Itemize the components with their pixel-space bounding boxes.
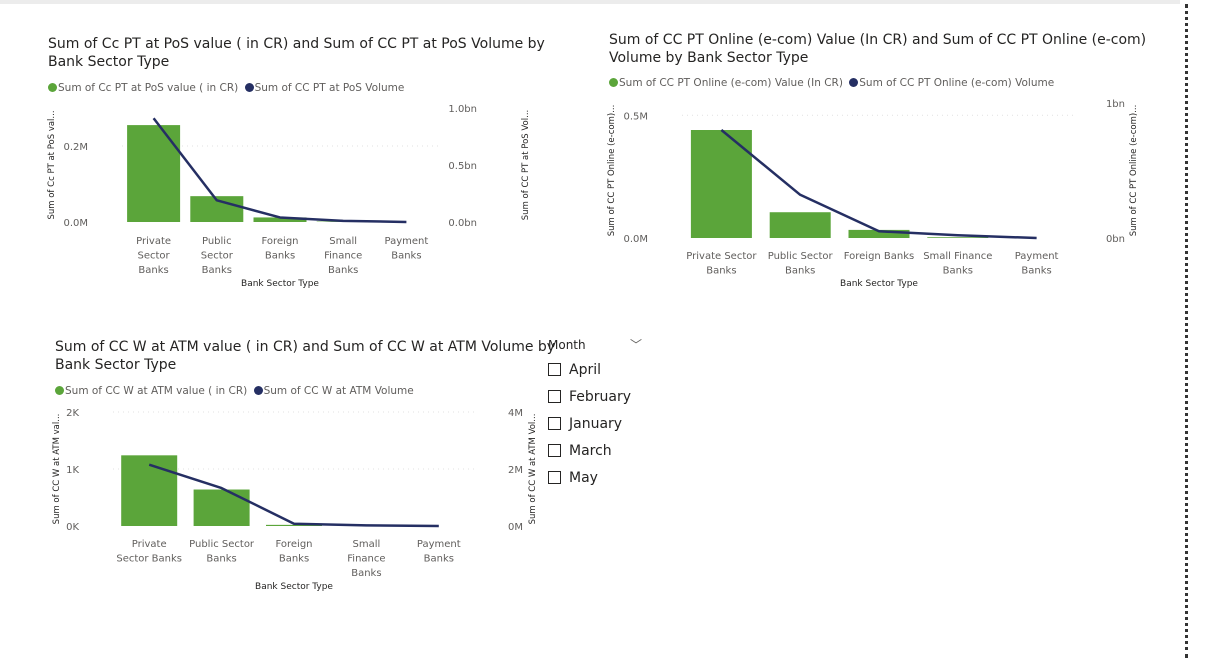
slicer-list: April February January March May [548,356,648,491]
x-axis-title: Bank Sector Type [241,279,319,289]
y1-tick-label: 0.5M [623,111,648,122]
bar [193,489,250,526]
slicer-option-label: May [569,469,598,486]
page-divider [1185,4,1188,658]
x-tick-label: Private Sector Banks [136,236,171,276]
legend-dot-icon [253,386,263,395]
x-tick-label: Public Sector Banks [189,539,255,565]
x-tick-label: Foreign Banks [844,251,915,262]
legend-dot-icon [48,83,57,92]
x-tick-label: Private Sector Banks [686,251,757,277]
checkbox[interactable] [548,390,561,403]
legend-item[interactable]: Sum of CC W at ATM value ( in CR) [55,385,247,397]
bar [127,125,181,222]
legend-item[interactable]: Sum of CC PT Online (e-com) Value (In CR… [609,77,843,89]
y2-axis-title: Sum of CC PT at PoS Vol... [521,110,531,220]
x-axis-title: Bank Sector Type [840,279,918,289]
y2-tick-label: 0.5bn [448,161,477,172]
x-tick-label: Public Sector Banks [768,251,834,277]
bar [927,237,989,238]
legend-dot-icon [244,83,254,92]
x-tick-label: Payment Banks [417,539,461,565]
y2-tick-label: 0M [508,522,523,533]
chart-legend: Sum of CC W at ATM value ( in CR) Sum of… [55,385,417,397]
pos-chart-plot: 0.0M 0.2M 0.0bn 0.5bn 1.0bn Sum of Cc PT at P… [47,104,531,289]
legend-dot-icon [849,78,859,87]
month-slicer[interactable]: Month ﹀ April February January March May [548,338,648,491]
slicer-option-label: April [569,361,601,378]
slicer-header[interactable]: Month ﹀ [548,338,648,356]
y1-axis-title: Sum of CC PT Online (e-com)... [607,105,617,237]
slicer-title: Month [548,338,586,352]
slicer-option-label: January [569,415,623,432]
y1-tick-label: 1K [66,465,79,476]
chart-title: Sum of Cc PT at PoS value ( in CR) and S… [48,36,545,70]
y1-tick-label: 0K [66,522,79,533]
x-tick-label: Foreign Banks [261,236,298,262]
slicer-option[interactable]: February [548,383,648,410]
y2-tick-label: 2M [508,465,523,476]
x-tick-label: Public Sector Banks [201,236,234,276]
legend-dot-icon [55,386,64,395]
y1-tick-label: 0.2M [63,142,88,153]
x-tick-label: Small Finance Banks [324,236,362,276]
chart-title: Sum of CC PT Online (e-com) Value (In CR… [609,32,1147,66]
y1-tick-label: 0.0M [63,218,88,229]
x-tick-label: Small Finance Banks [347,539,385,579]
bar [848,229,910,238]
x-axis-title: Bank Sector Type [255,582,333,592]
y2-tick-label: 1bn [1106,99,1125,110]
y2-tick-label: 1.0bn [448,104,477,115]
y2-tick-label: 0bn [1106,234,1125,245]
x-tick-label: Payment Banks [1015,251,1059,277]
x-tick-label: Payment Banks [385,236,429,262]
chart-legend: Sum of CC PT Online (e-com) Value (In CR… [609,77,1057,89]
chevron-down-icon[interactable]: ﹀ [630,338,643,352]
y1-tick-label: 0.0M [623,234,648,245]
bar [266,524,322,526]
checkbox[interactable] [548,417,561,430]
bar [121,455,178,526]
atm-chart-plot: 0K 1K 2K 0M 2M 4M Sum of CC W at ATM val... Sum… [52,408,538,592]
y1-tick-label: 2K [66,408,79,419]
slicer-option-label: March [569,442,612,459]
legend-item[interactable]: Sum of CC PT Online (e-com) Volume [849,77,1054,89]
y1-axis-title: Sum of CC W at ATM val... [52,414,62,525]
legend-item[interactable]: Sum of CC W at ATM Volume [253,385,414,397]
bar [769,212,831,238]
checkbox[interactable] [548,363,561,376]
x-tick-label: Small Finance Banks [923,251,992,277]
legend-item[interactable]: Sum of Cc PT at PoS value ( in CR) [48,82,238,94]
chart-legend: Sum of Cc PT at PoS value ( in CR) Sum o… [48,82,407,94]
legend-dot-icon [609,78,618,87]
slicer-option-label: February [569,388,632,405]
x-tick-label: Private Sector Banks [116,539,182,565]
x-tick-label: Foreign Banks [275,539,312,565]
y2-axis-title: Sum of CC PT Online (e-com)... [1129,105,1139,237]
slicer-option[interactable]: May [548,464,648,491]
slicer-option[interactable]: April [548,356,648,383]
y2-tick-label: 4M [508,408,523,419]
chart-title: Sum of CC W at ATM value ( in CR) and Su… [55,339,556,373]
ecom-chart-plot: 0.0M 0.5M 0bn 1bn Sum of CC PT Online (e-com… [607,99,1139,289]
checkbox[interactable] [548,444,561,457]
y2-tick-label: 0.0bn [448,218,477,229]
y2-axis-title: Sum of CC W at ATM Vol... [528,414,538,525]
series-line [148,463,439,528]
top-border [0,0,1180,4]
slicer-option[interactable]: January [548,410,648,437]
legend-item[interactable]: Sum of CC PT at PoS Volume [244,82,404,94]
checkbox[interactable] [548,471,561,484]
y1-axis-title: Sum of Cc PT at PoS val... [47,110,57,219]
slicer-option[interactable]: March [548,437,648,464]
series-line [720,129,1037,240]
bar [253,217,307,222]
